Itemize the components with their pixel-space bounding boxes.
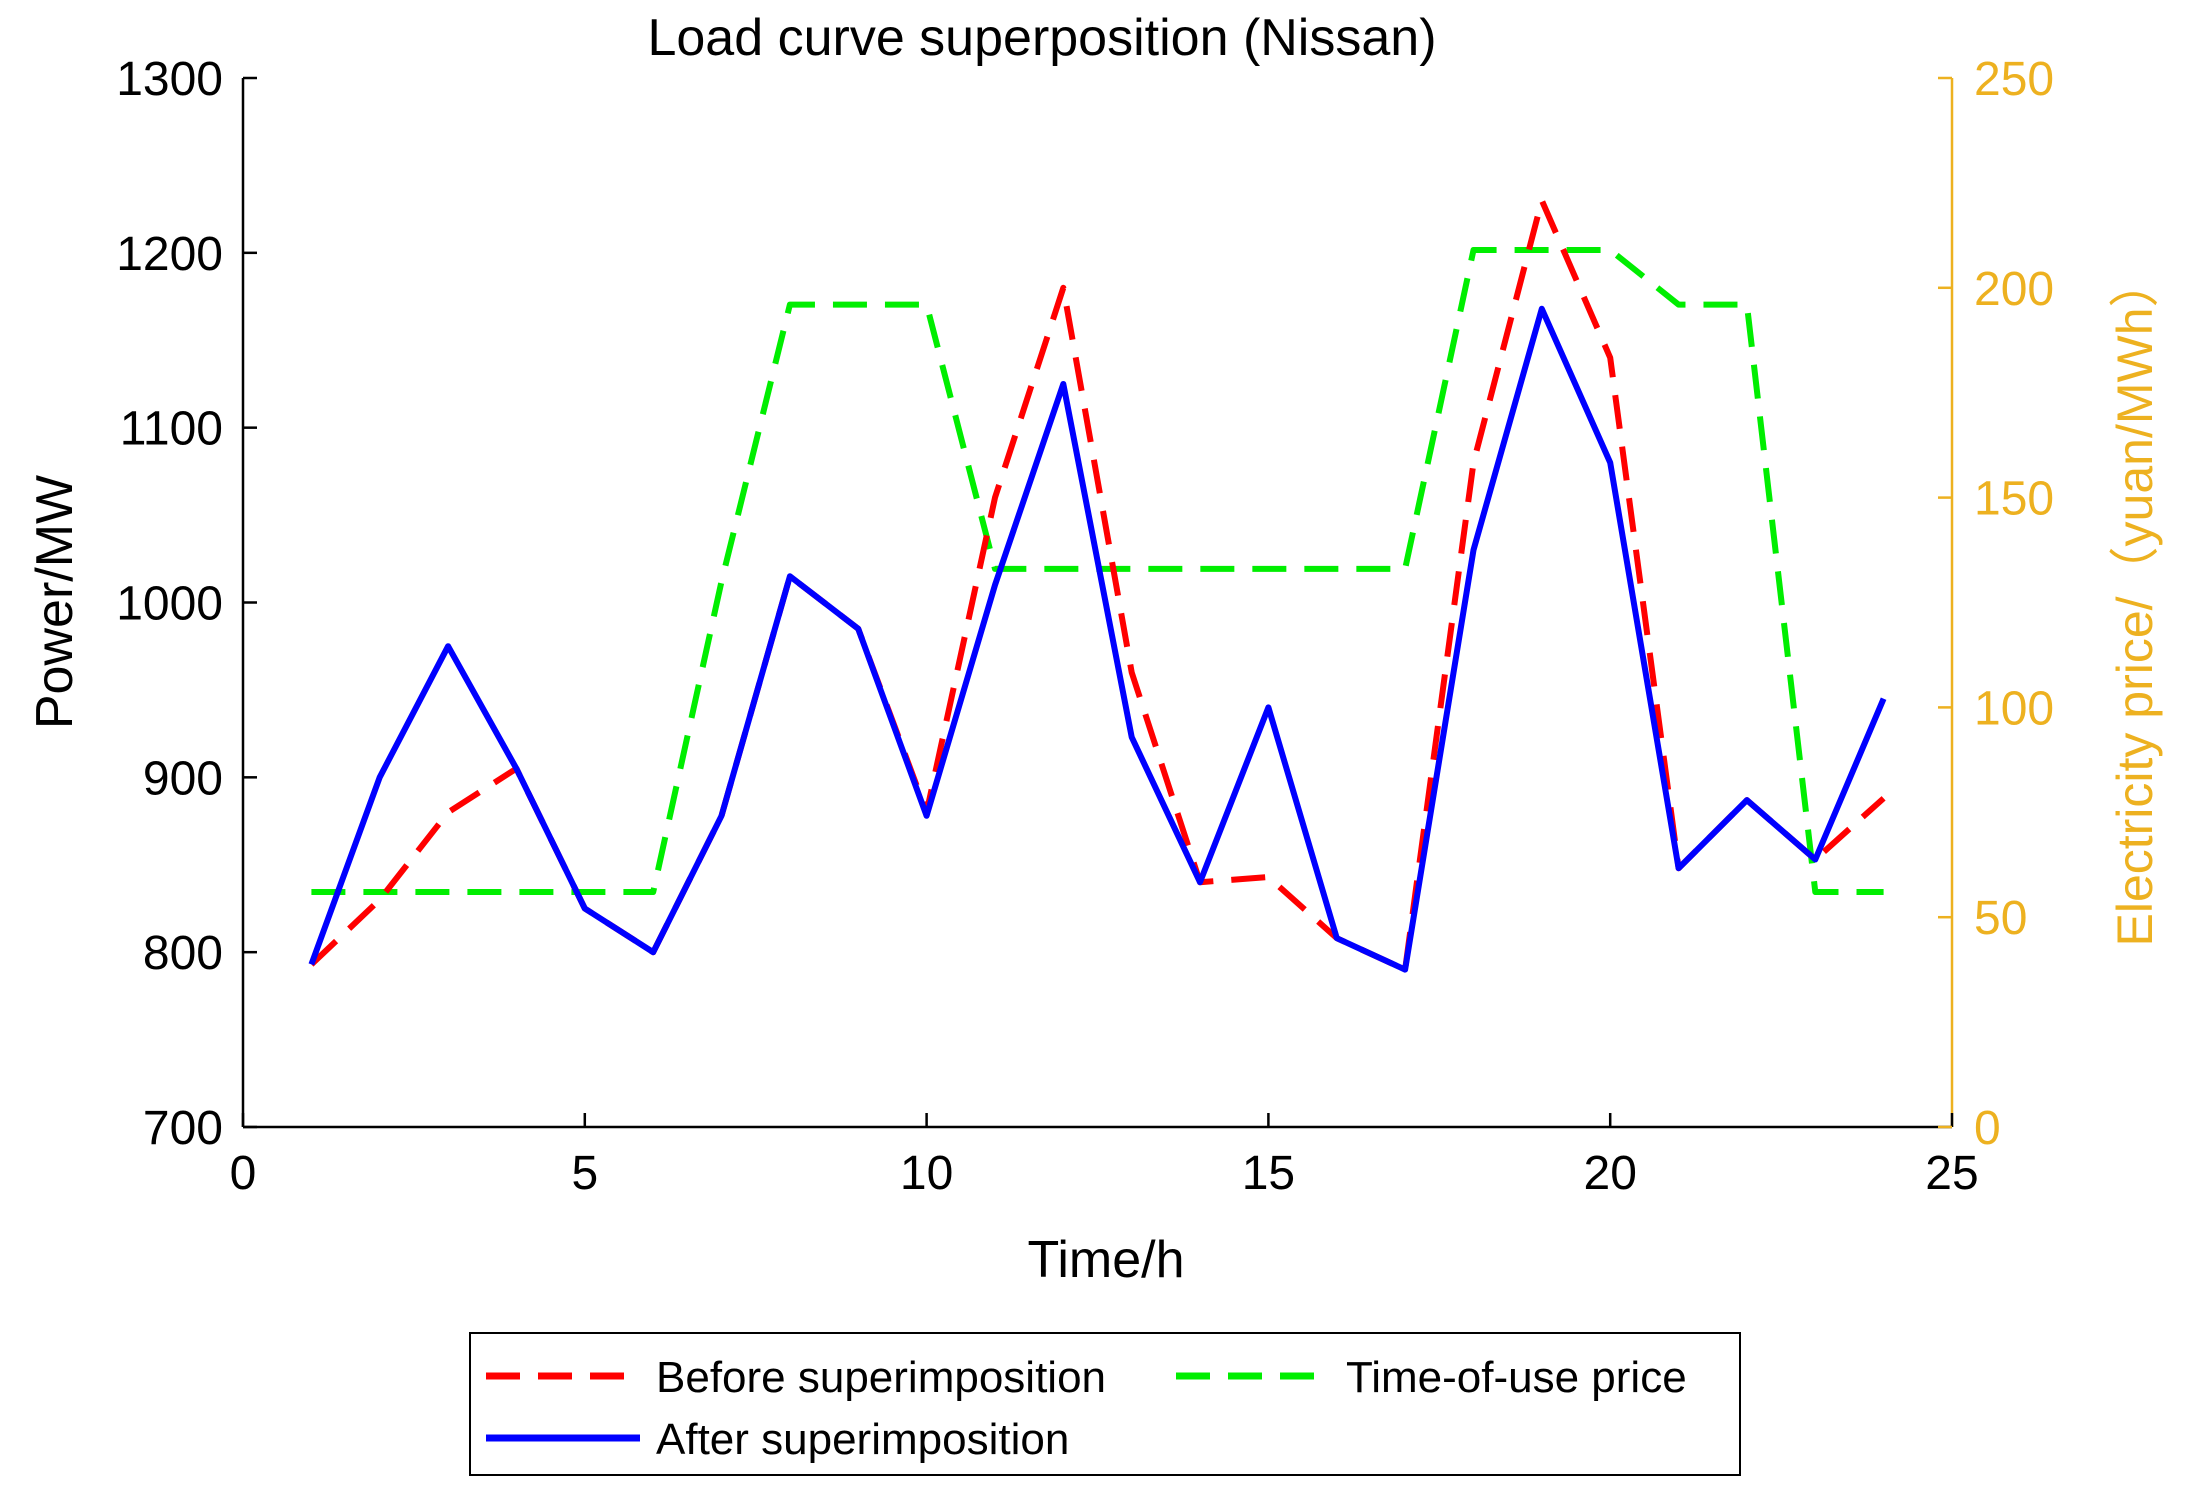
x-tick-label: 20 xyxy=(1584,1147,1637,1200)
y-axis-ticks: 700 800 900 1000 1100 1200 1300 xyxy=(116,53,257,1155)
y2-axis-ticks: 0 50 100 150 200 250 xyxy=(1938,53,2054,1155)
x-tick-label: 25 xyxy=(1925,1147,1978,1200)
y-tick-label: 1100 xyxy=(120,403,223,456)
legend-box xyxy=(469,1332,1741,1476)
x-tick-label: 15 xyxy=(1242,1147,1295,1200)
y-tick-label: 1000 xyxy=(116,578,223,631)
x-tick-label: 0 xyxy=(230,1147,257,1200)
y2-tick-label: 150 xyxy=(1974,473,2054,526)
legend-label-after: After superimposition xyxy=(656,1415,1069,1464)
chart-title: Load curve superposition (Nissan) xyxy=(647,9,1436,67)
y2-tick-label: 250 xyxy=(1974,53,2054,106)
y2-tick-label: 50 xyxy=(1974,892,2027,945)
y2-axis-label: Electricity price/（yuan/MWh） xyxy=(2107,257,2163,946)
y-tick-label: 1300 xyxy=(116,53,223,106)
y2-tick-label: 200 xyxy=(1974,263,2054,316)
plot-frame xyxy=(241,78,1954,1129)
legend-label-before: Before superimposition xyxy=(656,1353,1106,1402)
y2-tick-label: 100 xyxy=(1974,682,2054,735)
x-tick-label: 5 xyxy=(571,1147,598,1200)
legend-label-price: Time-of-use price xyxy=(1346,1353,1687,1402)
x-tick-label: 10 xyxy=(900,1147,953,1200)
x-axis-ticks: 0 5 10 15 20 25 xyxy=(230,1113,1979,1200)
legend: Before superimposition Time-of-use price… xyxy=(469,1332,1741,1476)
y-axis-label: Power/MW xyxy=(26,475,84,729)
series-layer xyxy=(308,197,1887,973)
y-tick-label: 700 xyxy=(143,1102,223,1155)
series-line-after-superimposition xyxy=(308,305,1887,973)
series-line-before-superimposition xyxy=(309,197,1886,973)
x-axis-label: Time/h xyxy=(1028,1231,1185,1289)
y-tick-label: 800 xyxy=(143,927,223,980)
y-tick-label: 900 xyxy=(143,752,223,805)
y-tick-label: 1200 xyxy=(116,228,223,281)
y2-tick-label: 0 xyxy=(1974,1102,2001,1155)
